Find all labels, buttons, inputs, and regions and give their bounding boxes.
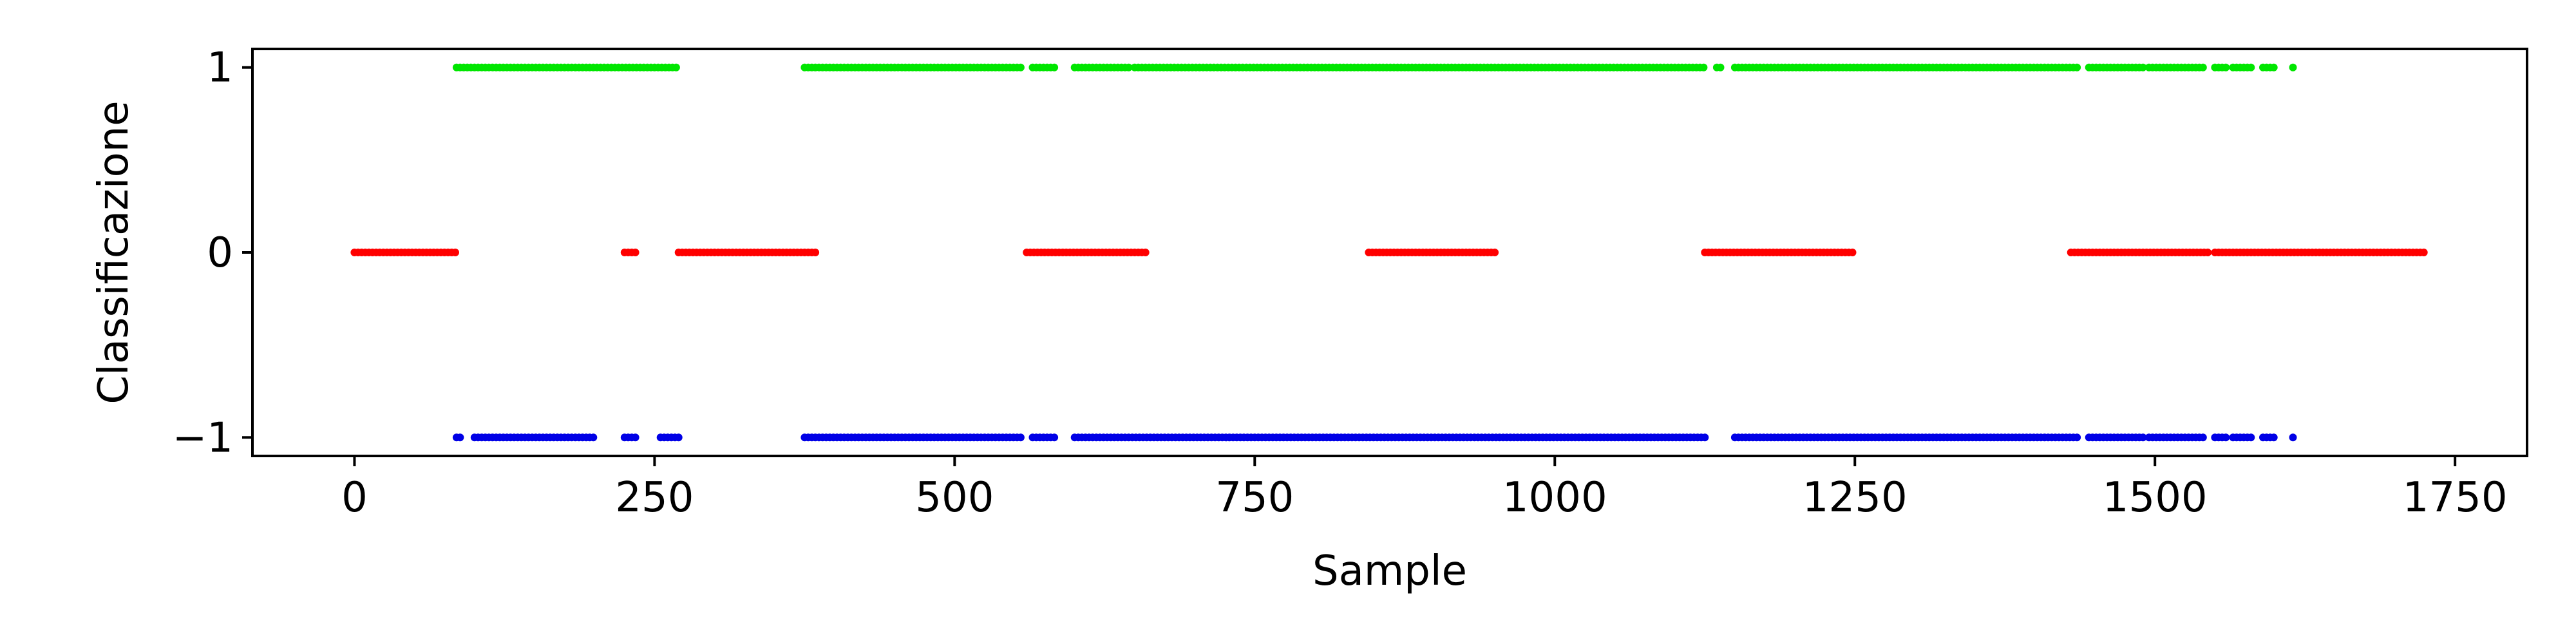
x-tick-label: 250: [615, 474, 694, 522]
x-tick-label: 1750: [2403, 474, 2508, 522]
data-points: [350, 63, 2428, 442]
data-point: [2222, 433, 2230, 442]
data-point: [2073, 433, 2081, 442]
y-tick-label: −1: [173, 414, 233, 462]
data-point: [1016, 63, 1025, 71]
y-axis: −1 0 1: [173, 44, 252, 462]
data-point: [1701, 433, 1709, 442]
data-point: [672, 63, 680, 71]
x-tick-label: 500: [915, 474, 994, 522]
data-point: [2073, 63, 2081, 71]
data-point: [2199, 433, 2207, 442]
series-2: [452, 433, 2297, 442]
x-tick-label: 1250: [1803, 474, 1908, 522]
data-point: [1716, 63, 1725, 71]
y-tick-label: 1: [207, 44, 233, 92]
data-point: [589, 433, 598, 442]
x-axis-title: Sample: [1312, 547, 1467, 595]
data-point: [2204, 249, 2212, 256]
data-point: [1141, 249, 1150, 256]
data-point: [2247, 63, 2255, 71]
data-point: [2289, 63, 2297, 71]
data-point: [1491, 249, 1499, 256]
data-point: [2199, 63, 2207, 71]
data-point: [2247, 433, 2255, 442]
y-tick-label: 0: [207, 229, 233, 277]
data-point: [2139, 433, 2147, 442]
data-point: [1050, 63, 1059, 71]
series-1: [350, 249, 2428, 256]
data-point: [456, 433, 464, 442]
data-point: [1016, 433, 1025, 442]
data-point: [2269, 63, 2278, 71]
y-axis-title: Classificazione: [90, 100, 138, 404]
data-point: [451, 249, 459, 256]
data-point: [631, 249, 639, 256]
data-point: [1848, 249, 1857, 256]
x-tick-label: 1500: [2103, 474, 2208, 522]
x-axis: 0 250 500 750 1000 1250 1500 1750: [341, 456, 2508, 522]
series-0: [452, 63, 2297, 71]
data-point: [2289, 433, 2297, 442]
data-point: [2139, 63, 2147, 71]
data-point: [2269, 433, 2278, 442]
data-point: [631, 433, 639, 442]
data-point: [2420, 249, 2428, 256]
data-point: [1700, 63, 1708, 71]
x-tick-label: 0: [341, 474, 368, 522]
data-point: [2222, 63, 2230, 71]
x-tick-label: 750: [1215, 474, 1294, 522]
data-point: [674, 433, 683, 442]
data-point: [1050, 433, 1059, 442]
x-tick-label: 1000: [1502, 474, 1607, 522]
data-point: [811, 249, 820, 256]
data-point: [1124, 63, 1133, 71]
